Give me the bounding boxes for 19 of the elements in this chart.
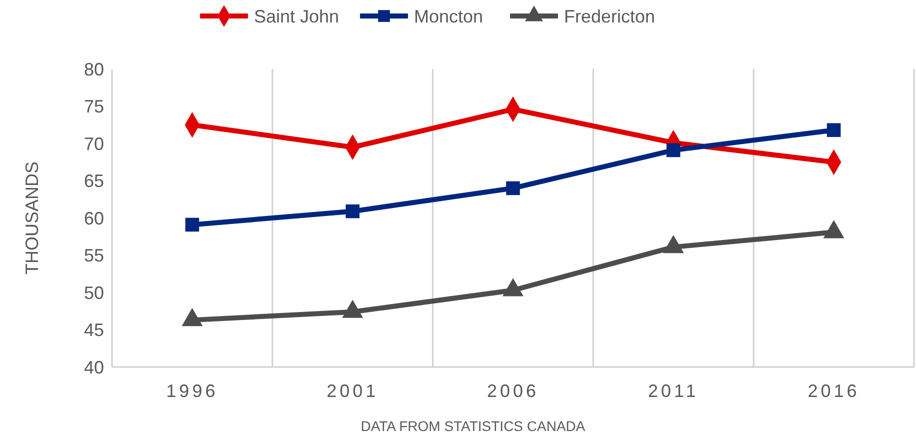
- y-tick-label: 55: [84, 246, 104, 266]
- x-tick-label: 2011: [648, 381, 699, 401]
- x-tick-label: 1996: [166, 381, 218, 401]
- legend-label: Moncton: [414, 6, 484, 26]
- x-tick-label: 2006: [486, 381, 540, 401]
- legend-label: Fredericton: [564, 6, 656, 26]
- y-tick-label: 50: [84, 282, 104, 303]
- y-tick-label: 80: [84, 59, 104, 80]
- y-tick-label: 65: [84, 171, 104, 192]
- x-tick-label: 2001: [326, 381, 379, 401]
- y-tick-label: 75: [84, 96, 104, 117]
- y-tick-label: 60: [84, 208, 104, 228]
- x-tick-label: 2016: [808, 381, 860, 401]
- y-tick-label: 40: [84, 357, 104, 378]
- text: DATA FROM STATISTICS CANADA: [360, 418, 586, 434]
- legend-label: Saint John: [254, 6, 340, 26]
- y-tick-label: 45: [84, 320, 104, 340]
- y-axis-title: THOUSANDS: [22, 161, 42, 275]
- y-tick-label: 70: [84, 134, 104, 154]
